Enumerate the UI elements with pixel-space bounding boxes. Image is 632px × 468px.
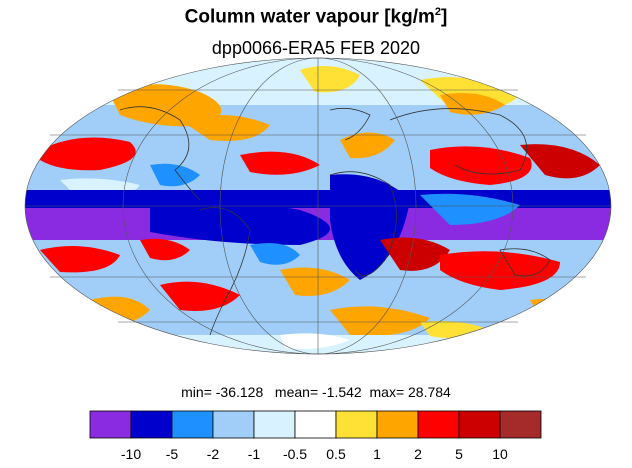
min-value: -36.128 xyxy=(215,384,264,400)
colorbar-swatch xyxy=(253,410,296,439)
colorbar-tick-label: -10 xyxy=(120,446,142,462)
graticule xyxy=(24,57,612,355)
colorbar-tick-label: 5 xyxy=(455,446,463,462)
colorbar-tick-label: 0.5 xyxy=(326,446,346,462)
colorbar-swatch xyxy=(171,410,214,439)
colorbar-swatch xyxy=(376,410,419,439)
colorbar-swatch xyxy=(294,410,337,439)
max-value: 28.784 xyxy=(408,384,451,400)
colorbar-swatch xyxy=(89,410,132,439)
map-title: Column water vapour [kg/m2] xyxy=(184,6,448,28)
colorbar-swatch xyxy=(417,410,460,439)
colorbar-swatch xyxy=(499,410,542,439)
colorbar-swatch xyxy=(212,410,255,439)
colorbar-tick-label: -2 xyxy=(206,446,220,462)
colorbar-swatch xyxy=(458,410,501,439)
colorbar-tick-label: -1 xyxy=(247,446,261,462)
map-subtitle: dpp0066-ERA5 FEB 2020 xyxy=(211,38,421,58)
colorbar-tick-label: 10 xyxy=(492,446,508,462)
coastlines xyxy=(119,106,551,336)
colorbar-swatch xyxy=(130,410,173,439)
summary-stats: min= -36.128 mean= -1.542 max= 28.784 xyxy=(181,384,451,400)
colorbar-swatch xyxy=(335,410,378,439)
colorbar-tick-label: 1 xyxy=(373,446,381,462)
colorbar-tick-label: -5 xyxy=(165,446,179,462)
colorbar-tick-label: 2 xyxy=(414,446,422,462)
mean-value: -1.542 xyxy=(322,384,362,400)
colorbar-tick-label: -0.5 xyxy=(282,446,308,462)
